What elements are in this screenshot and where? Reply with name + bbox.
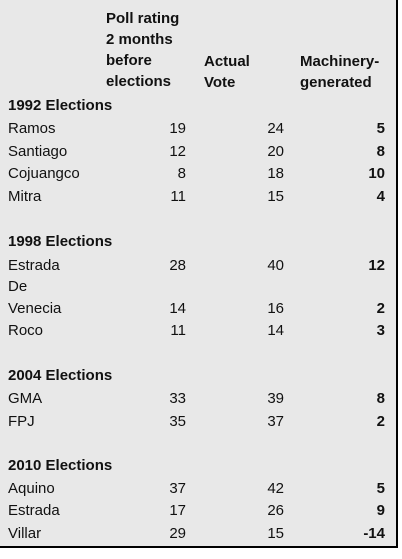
machinery-value: 10 — [368, 165, 385, 182]
machinery-value: 8 — [376, 390, 385, 407]
poll-rating-value: 29 — [169, 525, 186, 542]
candidate-name: Aquino — [8, 480, 55, 497]
machinery-value: -14 — [363, 525, 385, 542]
candidate-name: Villar — [8, 525, 42, 542]
machinery-value: 12 — [368, 257, 385, 274]
candidate-name: Estrada — [8, 502, 60, 519]
actual-vote-value: 14 — [267, 322, 284, 339]
poll-rating-value: 12 — [169, 143, 186, 160]
election-table: Poll rating 2 months before elections Actual… — [0, 0, 398, 548]
machinery-value: 4 — [376, 188, 385, 205]
candidate-name: Cojuangco — [8, 165, 80, 182]
header-poll-rating: elections — [106, 73, 172, 90]
candidate-name: Mitra — [8, 188, 42, 205]
machinery-value: 5 — [376, 120, 385, 137]
actual-vote-value: 18 — [267, 165, 284, 182]
candidate-name: FPJ — [8, 413, 35, 430]
actual-vote-value: 42 — [267, 480, 284, 497]
header-poll-rating: before — [106, 52, 152, 69]
header-machinery-generated: generated — [300, 74, 372, 91]
header-machinery-generated: Machinery- — [300, 53, 380, 70]
machinery-value: 2 — [376, 300, 385, 317]
poll-rating-value: 37 — [169, 480, 186, 497]
section-title: 1998 Elections — [8, 233, 113, 250]
header-actual-vote: Vote — [204, 74, 236, 91]
candidate-name: Santiago — [8, 143, 68, 160]
poll-rating-value: 35 — [169, 413, 186, 430]
header-poll-rating: Poll rating — [106, 10, 180, 27]
candidate-name: Estrada — [8, 257, 60, 274]
machinery-value: 2 — [376, 413, 385, 430]
actual-vote-value: 39 — [267, 390, 284, 407]
actual-vote-value: 24 — [267, 120, 284, 137]
poll-rating-value: 14 — [169, 300, 186, 317]
actual-vote-value: 15 — [267, 188, 284, 205]
candidate-name: De — [8, 278, 28, 295]
machinery-value: 3 — [376, 322, 385, 339]
machinery-value: 5 — [376, 480, 385, 497]
section-title: 2010 Elections — [8, 457, 113, 474]
candidate-name: Roco — [8, 322, 44, 339]
candidate-name: Ramos — [8, 120, 56, 137]
actual-vote-value: 20 — [267, 143, 284, 160]
header-poll-rating: 2 months — [106, 31, 173, 48]
poll-rating-value: 33 — [169, 390, 186, 407]
actual-vote-value: 26 — [267, 502, 284, 519]
header-actual-vote: Actual — [204, 53, 250, 70]
poll-rating-value: 17 — [169, 502, 186, 519]
actual-vote-value: 37 — [267, 413, 284, 430]
actual-vote-value: 16 — [267, 300, 284, 317]
poll-rating-value: 8 — [177, 165, 186, 182]
poll-rating-value: 19 — [169, 120, 186, 137]
machinery-value: 9 — [376, 502, 385, 519]
poll-rating-value: 28 — [169, 257, 186, 274]
poll-rating-value: 11 — [170, 322, 186, 339]
machinery-value: 8 — [376, 143, 385, 160]
section-title: 2004 Elections — [8, 367, 113, 384]
candidate-name: GMA — [8, 390, 43, 407]
actual-vote-value: 15 — [267, 525, 284, 542]
actual-vote-value: 40 — [267, 257, 284, 274]
candidate-name: Venecia — [8, 300, 62, 317]
poll-rating-value: 11 — [170, 188, 186, 205]
section-title: 1992 Elections — [8, 97, 113, 114]
